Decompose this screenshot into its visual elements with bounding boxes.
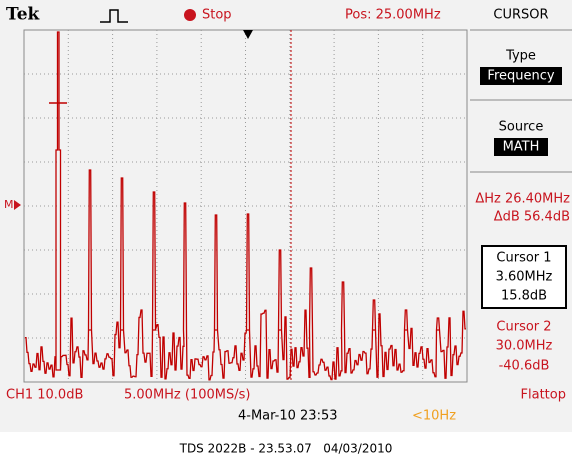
source-label: Source — [499, 120, 544, 135]
caption-background — [0, 432, 572, 463]
trigger-icon — [100, 9, 128, 23]
reference-arrow — [14, 200, 21, 210]
cursor2-level: -40.6dB — [499, 359, 550, 374]
trigger-position-arrow — [243, 30, 253, 39]
reference-marker: M — [4, 198, 14, 211]
cursor1-level: 15.8dB — [501, 289, 547, 304]
cursor2-freq: 30.0MHz — [496, 339, 553, 354]
cursor1-box[interactable] — [481, 245, 567, 309]
brand: Tek — [6, 5, 41, 25]
stop-indicator — [184, 9, 196, 21]
screen-background — [0, 0, 572, 432]
trigger-frequency: <10Hz — [412, 409, 456, 424]
position: Pos: 25.00MHz — [345, 8, 441, 23]
type-value-box[interactable] — [480, 67, 562, 85]
cursor1-label[interactable]: Cursor 1 — [496, 251, 551, 266]
cursor2-label[interactable]: Cursor 2 — [496, 320, 551, 335]
channel-scale: CH1 10.0dB — [6, 388, 83, 403]
source-value[interactable]: MATH — [503, 140, 540, 155]
run-status: Stop — [202, 8, 232, 23]
timebase: 5.00MHz (100MS/s) — [124, 388, 250, 403]
spectrum-trace — [25, 31, 466, 381]
cursor1-freq: 3.60MHz — [496, 270, 553, 285]
datetime: 4-Mar-10 23:53 — [238, 409, 338, 424]
menu-title: CURSOR — [493, 8, 548, 23]
graticule — [23, 29, 468, 383]
type-label: Type — [505, 49, 536, 64]
delta-hz: ΔHz 26.40MHz — [475, 192, 570, 207]
type-value[interactable]: Frequency — [487, 69, 554, 84]
source-value-box[interactable] — [494, 138, 548, 156]
window: Flattop — [521, 388, 566, 403]
caption: TDS 2022B - 23.53.07 04/03/2010 — [179, 442, 393, 456]
delta-db: ΔdB 56.4dB — [494, 210, 570, 225]
